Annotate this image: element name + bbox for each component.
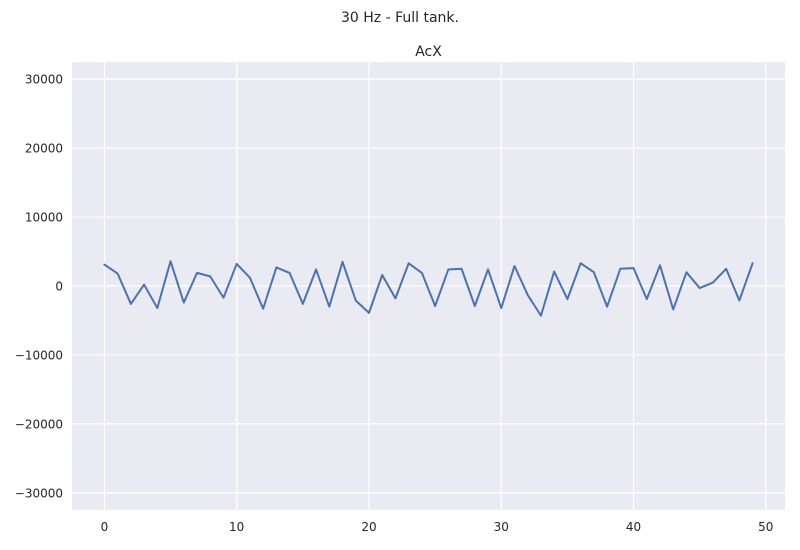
y-tick-label: −30000 (15, 486, 63, 500)
axes-title: AcX (415, 44, 442, 60)
y-tick-label: 0 (55, 280, 63, 294)
x-tick-labels: 0 10 20 30 40 50 (101, 520, 774, 534)
series-group (103, 260, 754, 317)
x-tick-label: 10 (229, 520, 244, 534)
y-tick-label: 30000 (25, 73, 63, 87)
x-tick-label: 40 (626, 520, 641, 534)
y-tick-label: −20000 (15, 417, 63, 431)
x-tick-label: 50 (758, 520, 773, 534)
grid-lines (72, 62, 785, 510)
series-line-acx (103, 260, 754, 317)
y-tick-label: 20000 (25, 142, 63, 156)
figure-suptitle: 30 Hz - Full tank. (341, 10, 459, 26)
x-tick-label: 30 (494, 520, 509, 534)
y-tick-label: 10000 (25, 211, 63, 225)
y-tick-label: −10000 (15, 348, 63, 362)
y-tick-labels: −30000 −20000 −10000 0 10000 20000 30000 (15, 73, 63, 501)
x-tick-label: 0 (101, 520, 109, 534)
axes-acx: 0 10 20 30 40 50 −30000 −20000 −10000 0 10000 2000… (15, 44, 785, 534)
x-tick-label: 20 (361, 520, 376, 534)
